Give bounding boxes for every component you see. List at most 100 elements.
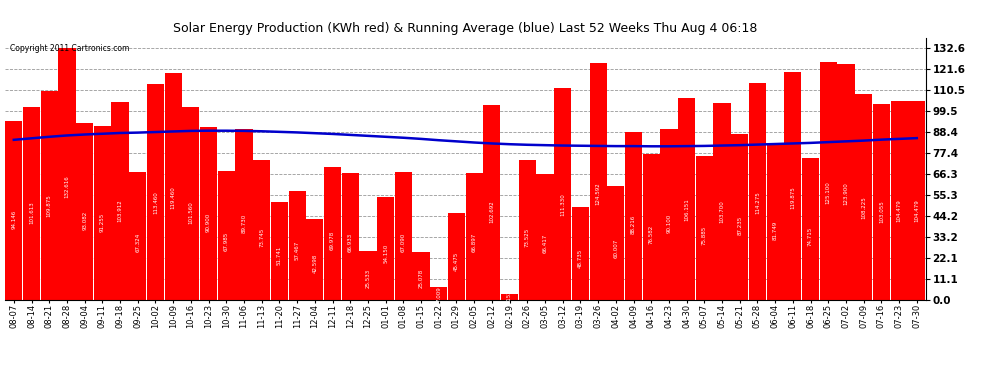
Text: 103.055: 103.055: [879, 200, 884, 223]
Bar: [643, 154, 659, 300]
Bar: [413, 252, 430, 300]
Bar: [58, 48, 75, 300]
Text: 57.467: 57.467: [295, 241, 300, 260]
Text: 3.152: 3.152: [507, 290, 512, 305]
Bar: [164, 73, 182, 300]
Text: 101.560: 101.560: [188, 202, 193, 225]
Bar: [465, 173, 483, 300]
Text: 123.900: 123.900: [843, 183, 848, 206]
Text: 103.700: 103.700: [720, 200, 725, 223]
Bar: [430, 286, 447, 300]
Bar: [218, 171, 235, 300]
Text: 94.146: 94.146: [11, 210, 16, 229]
Text: 109.875: 109.875: [47, 195, 51, 217]
Bar: [838, 64, 854, 300]
Text: 7.009: 7.009: [437, 286, 442, 302]
Bar: [253, 160, 270, 300]
Bar: [41, 91, 57, 300]
Bar: [572, 207, 589, 300]
Bar: [342, 172, 358, 300]
Bar: [377, 197, 394, 300]
Text: 54.150: 54.150: [383, 244, 388, 263]
Text: 89.730: 89.730: [242, 214, 247, 233]
Bar: [784, 72, 802, 300]
Bar: [200, 127, 217, 300]
Text: 73.525: 73.525: [525, 228, 530, 247]
Bar: [129, 172, 147, 300]
Bar: [359, 251, 376, 300]
Text: 48.735: 48.735: [578, 249, 583, 268]
Text: 76.582: 76.582: [648, 225, 653, 244]
Bar: [732, 134, 748, 300]
Bar: [678, 98, 695, 300]
Bar: [324, 167, 342, 300]
Text: 66.417: 66.417: [543, 234, 547, 253]
Text: 114.275: 114.275: [755, 191, 760, 213]
Text: 75.885: 75.885: [702, 225, 707, 245]
Text: 90.900: 90.900: [206, 213, 211, 232]
Text: 113.460: 113.460: [152, 192, 158, 214]
Bar: [501, 294, 518, 300]
Bar: [873, 104, 890, 300]
Text: 88.216: 88.216: [631, 215, 636, 234]
Text: 104.479: 104.479: [915, 199, 920, 222]
Text: Copyright 2011 Cartronics.com: Copyright 2011 Cartronics.com: [10, 44, 129, 53]
Text: 102.692: 102.692: [489, 201, 494, 223]
Text: 25.533: 25.533: [365, 268, 370, 288]
Text: 69.978: 69.978: [330, 231, 335, 250]
Bar: [820, 62, 837, 300]
Bar: [607, 186, 625, 300]
Bar: [660, 129, 677, 300]
Bar: [447, 213, 465, 300]
Bar: [112, 102, 129, 300]
Bar: [625, 132, 643, 300]
Bar: [748, 82, 766, 300]
Text: 90.100: 90.100: [666, 213, 671, 232]
Bar: [5, 121, 23, 300]
Text: 108.225: 108.225: [861, 196, 866, 219]
Text: 119.875: 119.875: [790, 186, 795, 209]
Bar: [802, 158, 819, 300]
Text: 74.715: 74.715: [808, 226, 813, 246]
Text: 81.749: 81.749: [772, 220, 778, 240]
Bar: [236, 129, 252, 300]
Text: 101.613: 101.613: [29, 202, 34, 224]
Bar: [76, 123, 93, 300]
Bar: [147, 84, 164, 300]
Bar: [714, 103, 731, 300]
Text: 73.745: 73.745: [259, 227, 264, 246]
Bar: [288, 191, 306, 300]
Text: 125.100: 125.100: [826, 182, 831, 204]
Bar: [537, 174, 553, 300]
Text: 111.330: 111.330: [560, 194, 565, 216]
Text: 67.324: 67.324: [136, 233, 141, 252]
Bar: [519, 160, 536, 300]
Title: Solar Energy Production (KWh red) & Running Average (blue) Last 52 Weeks Thu Aug: Solar Energy Production (KWh red) & Runn…: [173, 22, 757, 35]
Text: 67.090: 67.090: [401, 233, 406, 252]
Text: 66.897: 66.897: [471, 233, 476, 252]
Text: 124.592: 124.592: [596, 182, 601, 205]
Text: 45.475: 45.475: [454, 252, 459, 271]
Text: 67.985: 67.985: [224, 232, 229, 251]
Text: 42.598: 42.598: [312, 254, 318, 273]
Bar: [94, 126, 111, 300]
Text: 93.082: 93.082: [82, 211, 87, 230]
Bar: [766, 144, 784, 300]
Text: 60.007: 60.007: [613, 239, 619, 258]
Text: 51.741: 51.741: [277, 246, 282, 266]
Bar: [483, 105, 501, 300]
Bar: [855, 94, 872, 300]
Text: 104.479: 104.479: [897, 199, 902, 222]
Bar: [306, 219, 324, 300]
Text: 66.933: 66.933: [347, 233, 352, 252]
Bar: [395, 172, 412, 300]
Text: 87.235: 87.235: [738, 216, 742, 235]
Text: 106.151: 106.151: [684, 198, 689, 220]
Text: 91.255: 91.255: [100, 212, 105, 231]
Text: 25.078: 25.078: [419, 269, 424, 288]
Bar: [696, 156, 713, 300]
Bar: [271, 202, 288, 300]
Text: 103.912: 103.912: [118, 200, 123, 222]
Text: 132.616: 132.616: [64, 175, 69, 198]
Bar: [182, 107, 199, 300]
